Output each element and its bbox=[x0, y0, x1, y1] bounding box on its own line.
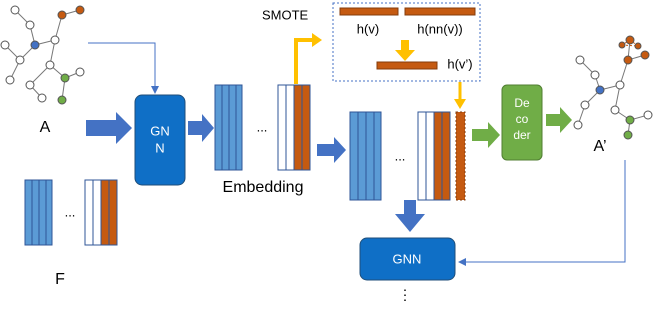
gnn-label: N bbox=[155, 140, 164, 155]
arrow bbox=[395, 40, 415, 61]
arrow bbox=[317, 137, 346, 163]
arrow bbox=[188, 114, 214, 142]
arrow bbox=[296, 40, 312, 84]
label-a-prime: A’ bbox=[593, 138, 606, 155]
ellipsis: ... bbox=[257, 119, 268, 134]
smote-label: SMOTE bbox=[262, 7, 309, 22]
arrowhead bbox=[454, 99, 466, 109]
vector bbox=[377, 62, 437, 69]
vector-label: h(v’) bbox=[447, 56, 472, 71]
embedding-label: Embedding bbox=[223, 179, 304, 196]
arrow bbox=[472, 122, 500, 148]
graph-a-prime bbox=[574, 36, 652, 139]
decoder-label: De bbox=[514, 96, 530, 110]
graph-a bbox=[1, 6, 84, 104]
arrow bbox=[395, 200, 425, 232]
diagram: A GN N ... Embedding SMOTE h(v) h(nn(v))… bbox=[0, 0, 660, 307]
decoder-label: der bbox=[513, 128, 530, 142]
connector bbox=[460, 160, 625, 262]
augmented-stack bbox=[350, 112, 465, 200]
label-a: A bbox=[40, 119, 51, 136]
vector-label: h(v) bbox=[357, 21, 379, 36]
arrow bbox=[86, 112, 132, 144]
label-f: F bbox=[55, 271, 65, 288]
ellipsis: ... bbox=[395, 148, 406, 163]
arrow bbox=[546, 107, 572, 133]
gnn-label: GNN bbox=[393, 251, 422, 266]
vertical-ellipsis: ⋮ bbox=[398, 287, 412, 303]
gnn-label: GN bbox=[150, 123, 170, 138]
vector bbox=[340, 8, 398, 15]
vector bbox=[405, 8, 475, 15]
decoder-label: co bbox=[516, 112, 529, 126]
ellipsis: ... bbox=[65, 204, 76, 219]
connector bbox=[88, 43, 155, 92]
vector-label: h(nn(v)) bbox=[417, 21, 463, 36]
arrowhead bbox=[312, 33, 322, 47]
